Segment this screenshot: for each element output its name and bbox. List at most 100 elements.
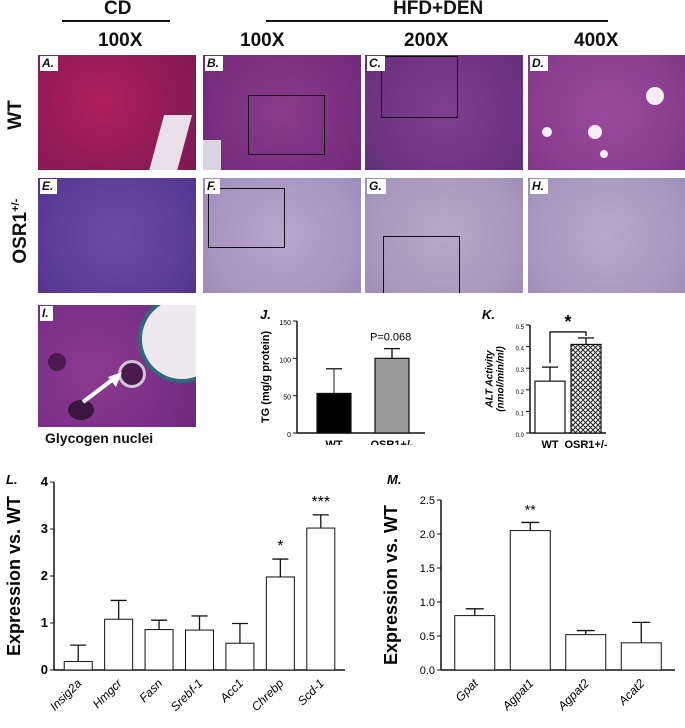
x-tick-label: Insig2a (47, 676, 84, 713)
nucleus (68, 400, 94, 420)
x-tick-label: Fasn (136, 676, 165, 705)
header-hfd-line (266, 20, 608, 22)
y-tick-label: 100 (279, 357, 291, 364)
panel-label-d: D. (530, 56, 548, 71)
histology-panel-a: A. (38, 55, 196, 170)
bar (509, 530, 551, 671)
x-tick-label: Agpat2 (554, 676, 592, 714)
significance-label: ** (525, 501, 536, 517)
header-mag-a: 100X (98, 30, 143, 51)
header-mag-d: 400X (574, 30, 619, 51)
y-axis-label-line: ALT Activity (485, 350, 496, 409)
panel-label: M. (387, 472, 401, 487)
y-tick-label: 150 (279, 320, 291, 327)
panel-label-e: E. (40, 179, 58, 194)
y-axis-label: TG (mg/g protein) (260, 331, 272, 424)
vessel-shape (147, 115, 193, 170)
x-tick-label: Acat2 (615, 676, 648, 709)
bar (565, 634, 607, 671)
y-tick-label: 50 (283, 395, 291, 402)
bar (374, 357, 410, 434)
y-tick-label: 1.0 (420, 597, 435, 609)
zoom-box-g (383, 236, 460, 293)
nucleus (48, 353, 66, 371)
vessel-shape (203, 140, 221, 170)
bar (534, 380, 566, 434)
arrow-icon (81, 372, 122, 404)
bar (144, 629, 174, 671)
vacuole (138, 305, 196, 383)
panel-label-a: A. (40, 56, 58, 71)
row-label-osr1: OSR1+/- (10, 196, 32, 266)
x-tick-label: WT (541, 439, 558, 450)
bar (306, 527, 336, 671)
bar (104, 618, 134, 671)
histology-panel-g: G. (365, 178, 523, 293)
chart-l: 0 1 2 3 4 Expression vs. WT Insig2a Hmgcr Fasn Sr… (4, 472, 345, 714)
fat-droplet (646, 87, 664, 105)
y-tick-label: 2 (41, 568, 48, 583)
y-tick-label: 1 (41, 615, 48, 630)
header-cd-line (62, 20, 170, 22)
y-tick-label: 0.0 (420, 665, 435, 677)
panel-label: J. (260, 307, 271, 322)
bar (316, 392, 352, 434)
row-label-osr1-sup: +/- (9, 198, 22, 212)
header-mag-c: 200X (404, 30, 449, 51)
x-tick-label: OSR1+/- (564, 439, 607, 450)
panel-label-g: G. (367, 179, 386, 194)
panel-label: L. (6, 472, 18, 487)
y-tick-label: 2.5 (420, 495, 435, 507)
row-label-wt: WT (5, 100, 26, 130)
x-tick-label: Chrebp (249, 676, 287, 714)
significance-label: *** (311, 494, 330, 511)
y-tick-label: 0 (41, 662, 48, 677)
chart-j: 0 50 100 150 TG (mg/g protein) WT OSR1+/- J. P=0… (260, 307, 425, 445)
histology-panel-h: H. (528, 178, 685, 293)
chart-m: 0.0 0.5 1.0 1.5 2.0 2.5 Expression vs. WT Gpat *… (381, 472, 675, 714)
fat-droplet (542, 127, 552, 137)
header-mag-b: 100X (240, 30, 285, 51)
histology-panel-d: D. (528, 55, 685, 170)
histology-panel-f: F. (203, 178, 361, 293)
x-tick-label: Acc1 (217, 676, 246, 705)
x-tick-label: Agpat1 (499, 676, 537, 714)
histology-panel-i: I. (38, 305, 196, 427)
panel-label-f: F. (205, 179, 221, 194)
header-cd: CD (104, 0, 132, 19)
bar (570, 343, 602, 434)
x-tick-label: WT (325, 439, 342, 445)
significance-label: * (564, 312, 571, 332)
fat-droplet (588, 125, 602, 139)
histology-panel-e: E. (38, 178, 196, 293)
header-hfd-den: HFD+DEN (393, 0, 484, 19)
row-label-osr1-text: OSR1 (10, 211, 32, 264)
bar (265, 576, 295, 671)
x-tick-label: Srebf-1 (168, 676, 206, 714)
histology-panel-c: C. (365, 55, 523, 170)
x-tick-label: Gpat (453, 676, 482, 705)
y-axis-label-line: (nmol/min/ml) (496, 346, 507, 412)
p-value-annotation: P=0.068 (370, 332, 411, 344)
panel-label-c: C. (367, 56, 385, 71)
bar (620, 642, 662, 671)
bar (63, 661, 93, 671)
y-axis-label: ALT Activity(nmol/min/ml) (485, 346, 507, 412)
bar (225, 642, 255, 671)
significance-bracket (549, 331, 587, 364)
y-tick-label: 0.5 (420, 631, 435, 643)
y-tick-label: 4 (41, 474, 49, 489)
y-tick-label: 0.5 (516, 325, 525, 331)
zoom-box-b (248, 95, 325, 155)
panel-label: K. (482, 307, 495, 322)
bar (454, 615, 496, 671)
y-tick-label: 0.2 (516, 390, 525, 396)
panel-label-i: I. (40, 306, 53, 321)
chart-k: 0.0 0.1 0.2 0.3 0.4 0.5 ALT Activity(nmol/min/… (482, 307, 608, 450)
zoom-box-c (381, 56, 458, 118)
histology-panel-b: B. (203, 55, 361, 170)
y-tick-label: 1.5 (420, 563, 435, 575)
y-tick-label: 0.0 (516, 433, 525, 439)
fat-droplet (600, 150, 608, 158)
glycogen-label: Glycogen nuclei (45, 430, 154, 446)
